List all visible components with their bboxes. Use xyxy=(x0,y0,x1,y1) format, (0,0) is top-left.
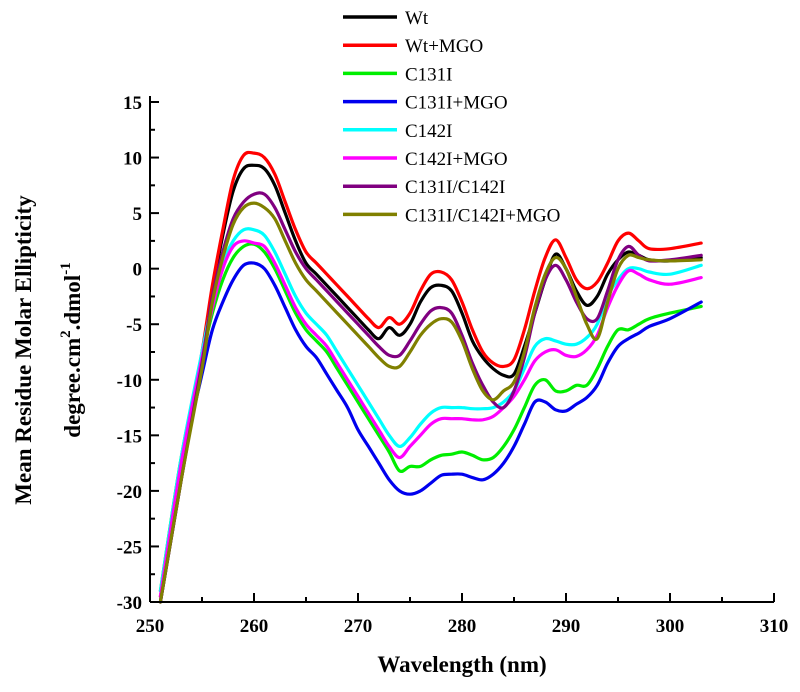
series-line-c142i-mgo xyxy=(158,239,703,598)
x-axis-title: Wavelength (nm) xyxy=(377,652,546,677)
legend-label-c131i-c142i: C131I/C142I xyxy=(405,177,505,198)
series-line-c131i-c142i-mgo xyxy=(158,201,703,604)
y-tick-label: -20 xyxy=(117,482,142,503)
y-axis-title-line2: degree.cm2.dmol-1 xyxy=(58,262,85,437)
y-axis-title-unit-main: degree.cm xyxy=(60,338,85,438)
series-lines xyxy=(158,150,703,604)
legend-label-c142i: C142I xyxy=(405,121,453,142)
series-line-c131i-mgo xyxy=(158,261,703,604)
legend-label-c131i-c142i-mgo: C131I/C142I+MGO xyxy=(405,205,560,226)
x-tick-label: 280 xyxy=(448,616,477,637)
series-line-c142i xyxy=(158,227,703,593)
y-tick-label: 0 xyxy=(133,260,143,281)
y-axis-title-sup-2: 2 xyxy=(58,330,74,338)
axis-ticks: 250 260 270 280 290 300 310 15 10 5 0 -5 -10 -15 -20 -2… xyxy=(117,93,789,637)
series-line-wt xyxy=(158,163,703,604)
legend-label-wt: Wt xyxy=(405,8,429,29)
x-tick-label: 250 xyxy=(136,616,165,637)
x-tick-label: 290 xyxy=(552,616,581,637)
legend-label-c131i: C131I xyxy=(405,64,453,85)
series-line-c131i-c142i xyxy=(158,191,703,604)
y-tick-label: -15 xyxy=(117,426,142,447)
y-tick-label: -30 xyxy=(117,593,142,614)
axes xyxy=(149,96,774,603)
x-tick-label: 270 xyxy=(344,616,373,637)
legend-label-c131i-mgo: C131I+MGO xyxy=(405,93,508,114)
x-tick-label: 300 xyxy=(656,616,685,637)
y-axis-title-sup-neg1: -1 xyxy=(58,262,74,275)
y-tick-label: -25 xyxy=(117,537,142,558)
x-tick-label: 260 xyxy=(240,616,269,637)
y-tick-label: 5 xyxy=(133,204,143,225)
series-line-wt-mgo xyxy=(158,150,703,598)
y-axis-title-line1: Mean Residue Molar Ellipticity xyxy=(11,195,36,505)
series-line-c131i xyxy=(158,242,703,593)
legend-label-wt-mgo: Wt+MGO xyxy=(405,36,483,57)
y-tick-label: -5 xyxy=(126,315,142,336)
y-tick-label: 10 xyxy=(123,149,142,170)
legend-label-c142i-mgo: C142I+MGO xyxy=(405,149,508,170)
y-tick-label: -10 xyxy=(117,371,142,392)
legend: Wt Wt+MGO C131I C131I+MGO C142I C142I+MGO C131… xyxy=(343,8,560,226)
x-tick-label: 310 xyxy=(760,616,789,637)
y-axis-title-unit-mid: .dmol xyxy=(60,275,85,331)
y-tick-label: 15 xyxy=(123,93,142,114)
